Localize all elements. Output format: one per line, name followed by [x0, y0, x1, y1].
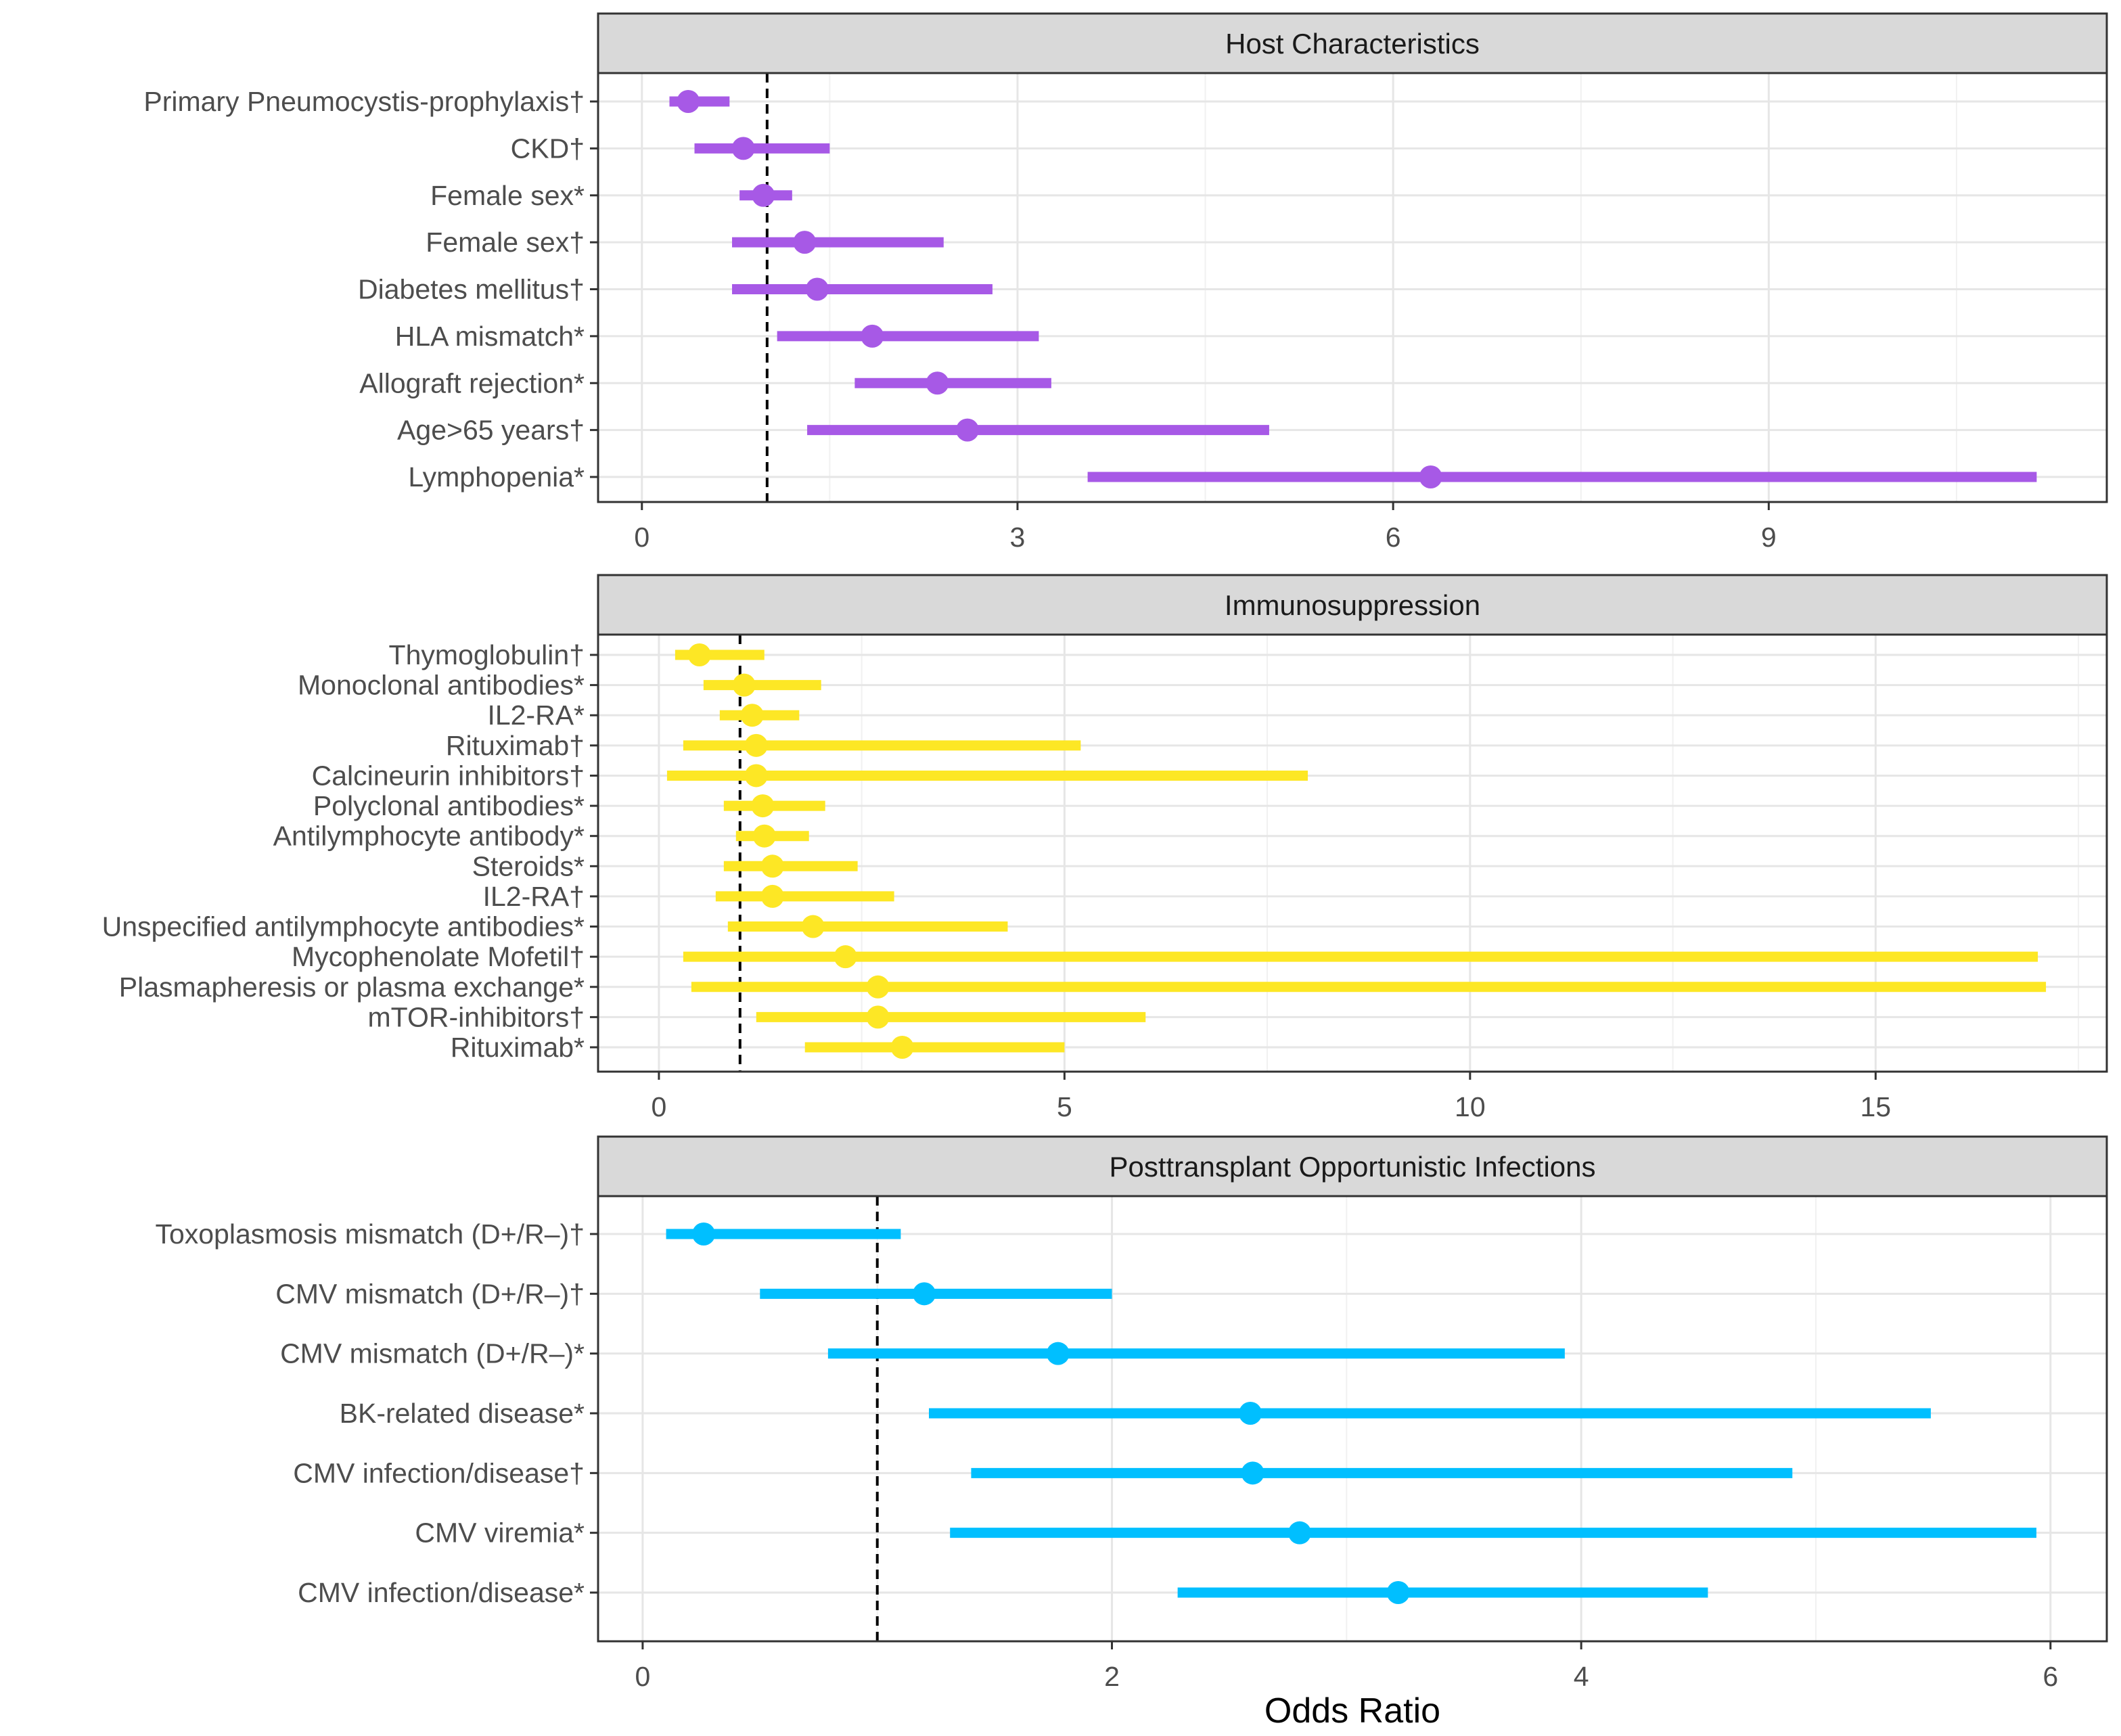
y-tick-label: Female sex* — [430, 180, 585, 211]
point-estimate — [760, 884, 784, 908]
point-estimate — [731, 137, 755, 160]
y-tick-label: Calcineurin inhibitors† — [312, 760, 585, 791]
x-tick-label: 9 — [1761, 522, 1777, 553]
point-estimate — [1046, 1342, 1070, 1365]
y-tick-label: Mycophenolate Mofetil† — [292, 941, 585, 972]
panel-2: Immunosuppression Thymoglobulin†Monoclona… — [102, 574, 2108, 1122]
point-estimate — [692, 1223, 716, 1246]
facet-title: Posttransplant Opportunistic Infections — [1109, 1151, 1595, 1183]
y-tick-label: HLA mismatch* — [395, 321, 585, 352]
point-estimate — [732, 673, 756, 697]
x-tick-label: 0 — [652, 1091, 667, 1122]
point-estimate — [740, 704, 764, 727]
x-axis-title: Odds Ratio — [1264, 1691, 1440, 1731]
point-estimate — [793, 231, 817, 254]
x-tick-label: 3 — [1010, 522, 1026, 553]
point-estimate — [866, 975, 890, 999]
point-estimate — [1419, 465, 1442, 488]
plot-background — [598, 635, 2107, 1072]
point-estimate — [1386, 1581, 1410, 1604]
y-tick-label: Monoclonal antibodies* — [298, 670, 585, 701]
point-estimate — [801, 915, 825, 938]
point-estimate — [955, 418, 979, 442]
facet-title: Immunosuppression — [1225, 589, 1480, 621]
x-tick-label: 15 — [1861, 1091, 1892, 1122]
y-tick-label: Lymphopenia* — [408, 461, 585, 493]
panel-3: Posttransplant Opportunistic Infections T… — [155, 1135, 2108, 1731]
y-tick-label: Allograft rejection* — [359, 367, 585, 398]
point-estimate — [861, 324, 884, 348]
point-estimate — [744, 733, 768, 757]
x-tick-label: 10 — [1455, 1091, 1486, 1122]
x-tick-label: 6 — [2043, 1661, 2058, 1692]
y-tick-label: Diabetes mellitus† — [358, 274, 585, 305]
x-tick-label: 2 — [1104, 1661, 1120, 1692]
y-tick-label: IL2-RA* — [487, 700, 585, 731]
panel-1: Host Characteristics Primary Pneumocystis… — [143, 12, 2108, 553]
point-estimate — [752, 824, 776, 848]
y-tick-label: CMV mismatch (D+/R–)† — [275, 1278, 585, 1309]
point-estimate — [913, 1282, 936, 1306]
plot-background — [598, 1196, 2107, 1641]
point-estimate — [1241, 1461, 1264, 1485]
y-tick-label: Toxoplasmosis mismatch (D+/R–)† — [155, 1218, 585, 1250]
point-estimate — [744, 764, 768, 787]
y-tick-label: CMV infection/disease* — [298, 1577, 585, 1608]
point-estimate — [1287, 1521, 1311, 1545]
point-estimate — [1239, 1402, 1262, 1425]
point-estimate — [805, 277, 829, 301]
point-estimate — [866, 1005, 890, 1029]
x-tick-label: 0 — [635, 1661, 650, 1692]
facet-strip — [597, 1135, 2108, 1197]
y-tick-label: CMV viremia* — [415, 1517, 585, 1549]
point-estimate — [752, 183, 775, 207]
y-tick-label: IL2-RA† — [483, 881, 585, 912]
point-estimate — [926, 371, 949, 395]
y-tick-label: Antilymphocyte antibody* — [273, 821, 585, 852]
y-tick-label: Thymoglobulin† — [389, 639, 585, 670]
y-tick-label: Age>65 years† — [397, 415, 585, 446]
x-tick-label: 0 — [634, 522, 649, 553]
y-tick-label: CKD† — [511, 133, 585, 164]
point-estimate — [687, 643, 711, 666]
y-tick-label: Steroids* — [472, 850, 585, 882]
point-estimate — [677, 90, 700, 113]
x-tick-label: 6 — [1386, 522, 1401, 553]
point-estimate — [760, 854, 784, 878]
x-tick-label: 4 — [1574, 1661, 1589, 1692]
point-estimate — [751, 794, 775, 818]
y-tick-label: Rituximab† — [446, 730, 585, 761]
y-tick-label: CMV infection/disease† — [293, 1457, 585, 1488]
y-tick-label: mTOR-inhibitors† — [368, 1001, 585, 1032]
y-tick-label: Unspecified antilymphocyte antibodies* — [102, 911, 585, 942]
facet-title: Host Characteristics — [1225, 28, 1480, 60]
y-tick-label: Rituximab* — [451, 1032, 585, 1063]
y-tick-label: Polyclonal antibodies* — [313, 790, 585, 821]
x-tick-label: 5 — [1057, 1091, 1072, 1122]
y-tick-label: Female sex† — [426, 227, 585, 258]
y-tick-label: BK-related disease* — [340, 1398, 585, 1429]
point-estimate — [890, 1036, 914, 1059]
y-tick-label: Primary Pneumocystis-prophylaxis† — [143, 86, 585, 117]
facet-strip — [597, 574, 2108, 636]
y-tick-label: CMV mismatch (D+/R–)* — [280, 1338, 585, 1369]
y-tick-label: Plasmapheresis or plasma exchange* — [119, 972, 585, 1003]
facet-strip — [597, 12, 2108, 74]
point-estimate — [834, 945, 857, 969]
